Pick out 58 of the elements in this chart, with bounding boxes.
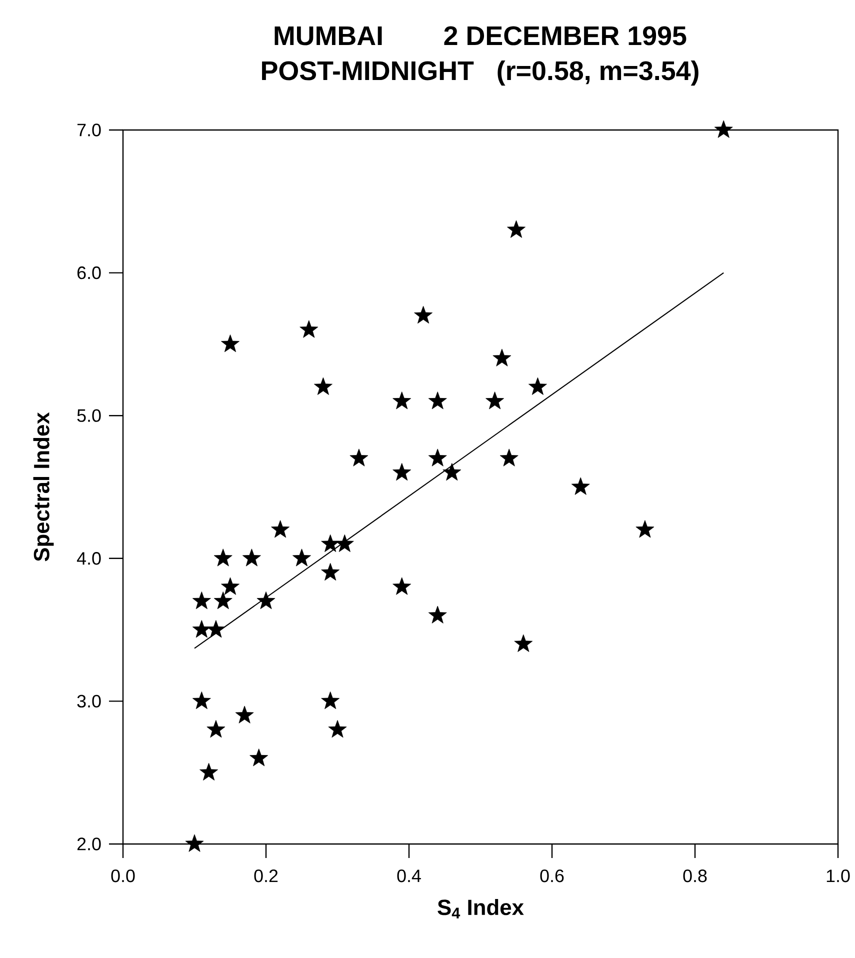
x-tick-label: 0.8 — [683, 870, 707, 882]
point — [321, 562, 340, 581]
point — [206, 620, 226, 638]
point — [206, 720, 226, 738]
y-tick-label: 3.0 — [77, 694, 101, 708]
point — [500, 448, 518, 466]
point — [192, 691, 211, 710]
chart-title: MUMBAI 2 DECEMBER 1995 — [274, 26, 686, 46]
x-tick-label: 0.6 — [540, 870, 564, 882]
y-tick-label: 2.0 — [77, 838, 101, 850]
y-tick-label: 4.0 — [76, 552, 101, 565]
point — [428, 448, 447, 466]
point — [300, 320, 318, 338]
point — [321, 534, 340, 552]
point — [250, 748, 268, 766]
point — [328, 720, 347, 738]
point — [636, 520, 654, 538]
point — [235, 706, 254, 724]
point — [335, 534, 354, 552]
point — [350, 448, 368, 466]
x-tick-label: 0.0 — [111, 870, 135, 882]
x-axis-title: S$_{4}$ Index — [438, 899, 524, 918]
point — [321, 691, 340, 710]
point — [271, 520, 290, 538]
point — [428, 606, 447, 624]
point — [571, 477, 590, 495]
point — [214, 548, 232, 566]
point — [492, 348, 512, 366]
point — [192, 620, 211, 638]
x-tick-label: 0.2 — [254, 870, 278, 882]
y-tick-label: 6.0 — [77, 266, 101, 280]
point — [192, 592, 211, 610]
point — [442, 463, 462, 481]
point — [292, 548, 311, 566]
y-tick-label: 5.0 — [77, 409, 101, 422]
point — [507, 220, 526, 238]
point — [314, 377, 332, 395]
point — [514, 634, 533, 652]
point — [256, 592, 276, 610]
x-tick-label: 1.0 — [826, 870, 850, 882]
chart-subtitle: POST-MIDNIGHT (r=0.58, m=3.54) — [262, 60, 698, 86]
point — [414, 306, 433, 324]
point — [528, 377, 547, 395]
point — [392, 392, 412, 410]
point — [214, 592, 232, 610]
point — [221, 334, 240, 352]
point — [486, 392, 504, 410]
point — [200, 762, 218, 780]
y-tick-label: 7.0 — [77, 124, 101, 136]
y-axis-title: Spectral Index — [33, 412, 54, 562]
point — [714, 120, 733, 138]
point — [392, 577, 412, 595]
point — [185, 834, 204, 852]
point — [428, 392, 447, 410]
x-tick-label: 0.4 — [397, 870, 421, 882]
point — [221, 577, 240, 595]
point — [392, 463, 412, 481]
point — [242, 548, 261, 566]
